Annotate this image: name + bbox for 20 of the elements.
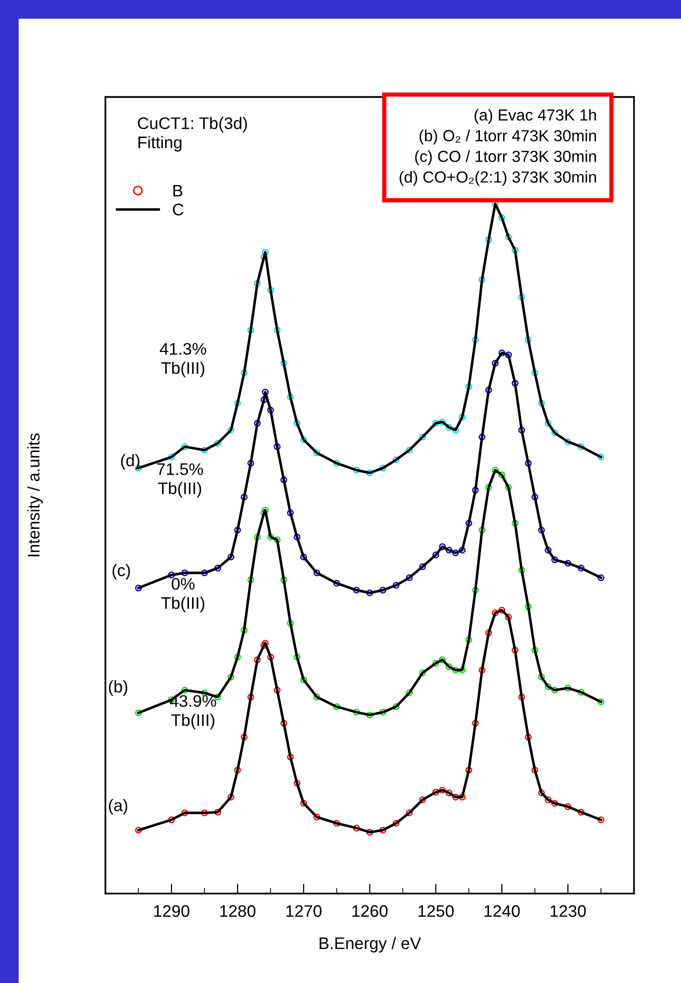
- legend-label: B: [173, 184, 182, 196]
- x-tick-label: 1230: [550, 905, 586, 917]
- legend-label: C: [172, 204, 184, 216]
- annotation: 0% Tb(III): [161, 578, 204, 612]
- x-axis-title: B.Energy / eV: [320, 936, 422, 952]
- chart-title: CuCT1: Tb(3d) Fitting: [138, 116, 247, 152]
- x-tick-label: 1240: [484, 905, 520, 917]
- annotation: (d): [121, 454, 140, 470]
- x-tick-label: 1270: [286, 905, 322, 917]
- y-axis-title: Intensity / a.units: [27, 433, 43, 556]
- x-tick-label: 1260: [352, 905, 388, 917]
- annotation: (c): [112, 564, 130, 580]
- x-tick-label: 1290: [154, 905, 190, 917]
- annotation: (a): [108, 799, 128, 815]
- x-tick-label: 1280: [220, 905, 256, 917]
- x-tick-label: 1250: [418, 905, 454, 917]
- annotation: 41.3% Tb(III): [160, 342, 206, 378]
- annotation: (b): [108, 680, 128, 696]
- annotation: 71.5% Tb(III): [157, 463, 203, 498]
- text: (a) Evac 473K 1h (b) O₂ / 1torr 473K 30min (c) CO / 1torr 373K 30min (d) CO+O₂(2:1) 373K 30min: [400, 108, 596, 186]
